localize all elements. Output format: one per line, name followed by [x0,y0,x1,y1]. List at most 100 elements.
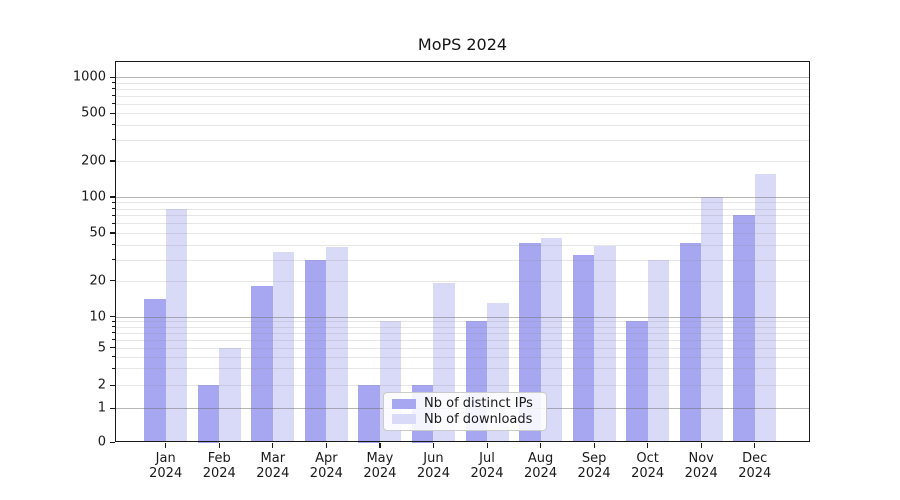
x-tick-label-nov: Nov 2024 [684,451,718,481]
gridline-major-10 [115,316,810,318]
gridline-minor-8 [115,326,810,328]
x-tick-label-feb: Feb 2024 [202,451,236,481]
y-tick-0 [110,441,115,443]
bar-ips-may [358,385,380,443]
bar-downloads-feb [219,347,241,443]
y-tick-20 [110,280,115,282]
y-tick-label-1: 1 [97,400,106,416]
bar-ips-oct [626,321,648,443]
y-minortick-800 [112,88,115,90]
y-minortick-600 [112,103,115,105]
gridline-minor-200 [115,160,810,162]
gridline-minor-500 [115,113,810,115]
y-tick-10 [110,316,115,318]
y-tick-5 [110,347,115,349]
x-tick-sep [593,442,595,448]
x-tick-jun [432,442,435,448]
bar-ips-mar [251,286,273,443]
y-tick-label-2: 2 [97,377,106,393]
x-tick-label-sep: Sep 2024 [577,451,611,481]
x-tick-label-may: May 2024 [363,451,397,481]
gridline-major-100 [115,196,810,198]
y-minortick-40 [112,244,115,246]
bar-downloads-jan [165,208,188,443]
gridline-minor-80 [115,208,810,210]
x-tick-label-mar: Mar 2024 [256,451,290,481]
x-tick-label-apr: Apr 2024 [309,451,343,481]
bar-downloads-dec [754,174,777,443]
gridline-major-1000 [115,77,810,79]
gridline-minor-400 [115,124,810,126]
gridline-minor-30 [115,259,810,261]
bar-downloads-oct [647,259,670,443]
y-minortick-8 [112,326,115,328]
bar-ips-feb [197,385,220,443]
gridline-minor-7 [115,332,810,334]
legend-swatch-downloads [392,414,416,425]
y-minortick-30 [112,259,115,261]
gridline-minor-50 [115,232,810,234]
gridline-minor-90 [115,202,810,204]
y-minortick-9 [112,320,115,322]
y-tick-label-10: 10 [89,309,106,325]
gridline-minor-700 [115,95,810,97]
gridline-minor-3 [115,368,810,370]
y-minortick-70 [112,214,115,216]
legend-label-distinct-ips: Nb of distinct IPs [424,396,533,412]
bar-ips-jan [144,299,166,443]
x-tick-dec [754,442,756,448]
y-tick-label-5: 5 [97,340,106,356]
gridline-minor-800 [115,88,810,90]
gridline-minor-70 [115,215,810,217]
x-tick-label-aug: Aug 2024 [524,451,558,481]
bar-downloads-mar [272,251,295,443]
y-minortick-90 [112,201,115,203]
y-tick-100 [110,196,115,198]
y-minortick-700 [112,95,115,97]
gridline-minor-600 [115,103,810,105]
bar-downloads-nov [701,196,723,443]
x-tick-apr [325,442,328,448]
gridline-minor-4 [115,356,810,358]
y-tick-50 [110,232,115,234]
x-tick-may [379,442,381,448]
gridline-minor-6 [115,339,810,341]
bar-downloads-apr [326,247,348,443]
gridline-minor-40 [115,244,810,246]
y-tick-label-200: 200 [81,153,106,169]
bar-downloads-aug [540,238,563,443]
x-tick-label-jul: Jul 2024 [470,451,504,481]
legend: Nb of distinct IPs Nb of downloads [383,392,547,431]
x-tick-aug [540,442,542,448]
gridline-minor-60 [115,223,810,225]
y-minortick-3 [112,367,115,369]
bar-ips-apr [304,259,327,443]
x-tick-label-dec: Dec 2024 [738,451,772,481]
gridline-minor-300 [115,139,810,141]
chart-title: MoPS 2024 [417,35,508,54]
x-tick-feb [218,442,220,448]
bar-ips-dec [733,215,755,443]
bar-ips-nov [679,243,702,443]
bar-ips-sep [572,254,595,443]
x-tick-label-jan: Jan 2024 [149,451,183,481]
y-minortick-300 [112,139,115,141]
x-tick-oct [647,442,649,448]
y-minortick-60 [112,222,115,224]
y-minortick-400 [112,124,115,126]
x-tick-jul [486,442,488,448]
y-tick-1 [110,407,115,409]
gridline-minor-20 [115,280,810,282]
y-tick-label-500: 500 [81,105,106,121]
x-tick-nov [700,442,702,448]
y-minortick-7 [112,332,115,334]
y-tick-label-20: 20 [89,273,106,289]
gridline-minor-2 [115,385,810,386]
y-tick-label-100: 100 [81,189,106,205]
legend-swatch-distinct-ips [392,398,416,409]
y-tick-label-50: 50 [89,225,106,241]
y-tick-200 [110,160,115,162]
x-tick-mar [272,442,274,448]
y-tick-500 [110,112,115,114]
